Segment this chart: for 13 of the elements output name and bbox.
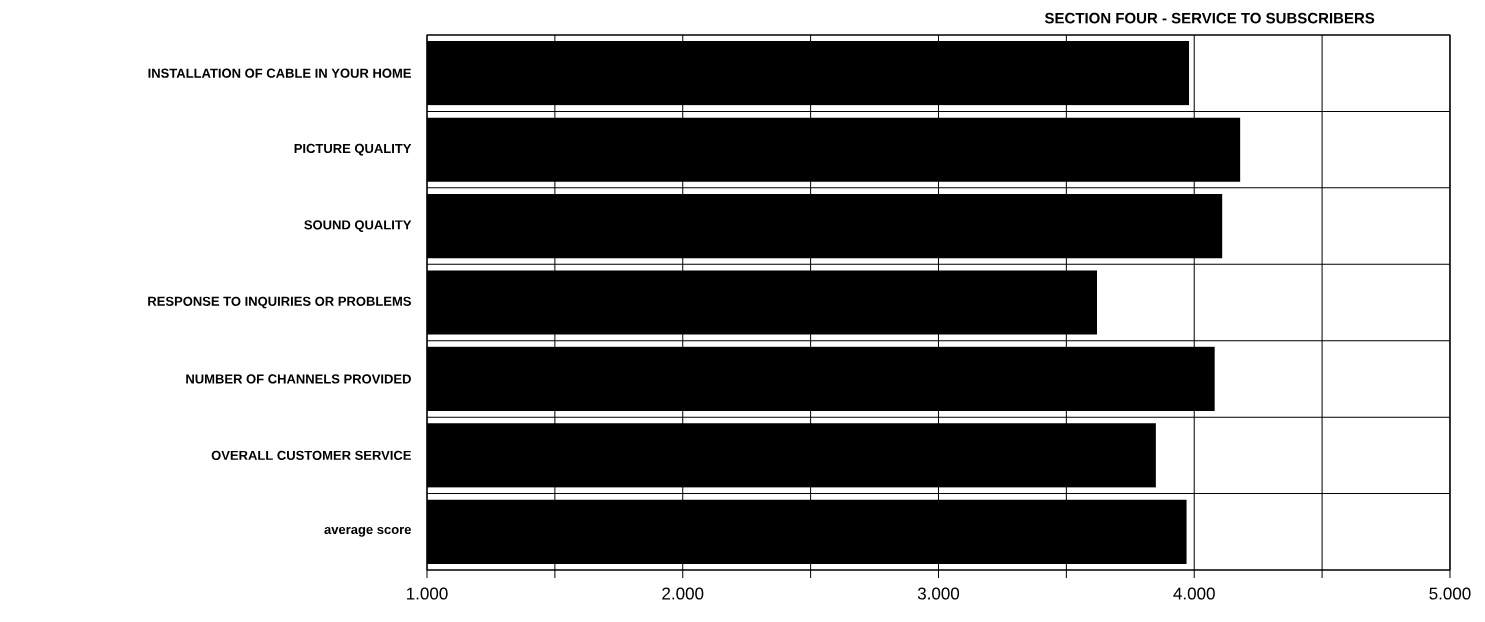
x-tick-label: 2.000 bbox=[662, 587, 704, 600]
y-tick-label: RESPONSE TO INQUIRIES OR PROBLEMS bbox=[148, 296, 411, 309]
y-tick-label: INSTALLATION OF CABLE IN YOUR HOME bbox=[148, 68, 411, 78]
x-tick-label: 5.000 bbox=[1429, 587, 1471, 600]
chart-title: SECTION FOUR - SERVICE TO SUBSCRIBERS bbox=[1044, 12, 1375, 24]
y-tick-label: OVERALL CUSTOMER SERVICE bbox=[211, 450, 411, 460]
y-tick-label: SOUND QUALITY bbox=[304, 220, 412, 232]
x-tick-label: 3.000 bbox=[917, 587, 960, 600]
x-tick-label: 4.000 bbox=[1173, 587, 1215, 600]
x-tick-label: 1.000 bbox=[407, 587, 448, 600]
y-tick-label: average score bbox=[324, 526, 412, 537]
y-tick-label: PICTURE QUALITY bbox=[294, 143, 412, 156]
y-tick-label: NUMBER OF CHANNELS PROVIDED bbox=[186, 374, 411, 384]
